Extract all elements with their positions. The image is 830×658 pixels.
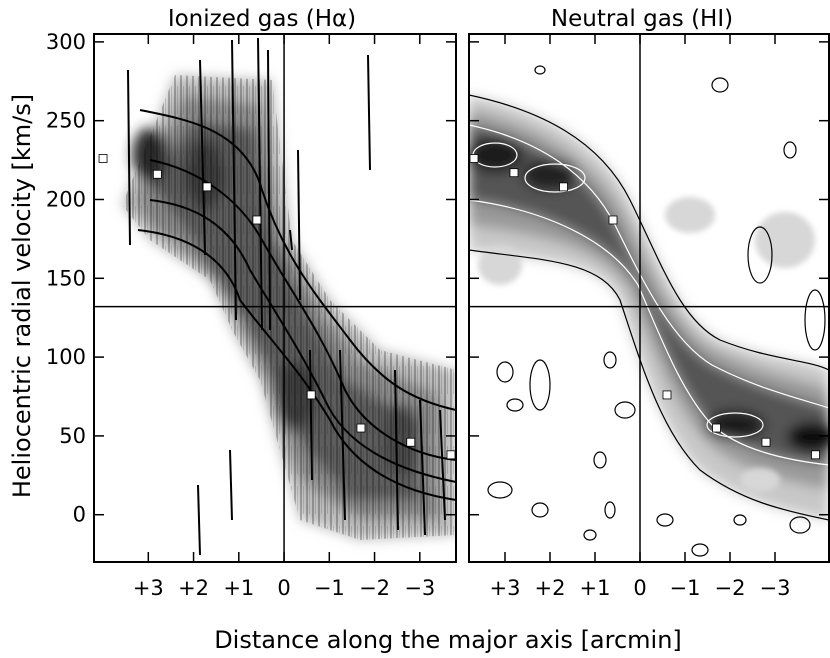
halpha-panel: +3 +2 +1 0 −1 −2 −3 0 50 100 150 200 250 300 (46, 30, 457, 600)
right-panel-title: Neutral gas (HI) (551, 6, 733, 32)
rotation-curve-marker (608, 215, 618, 225)
rotation-curve-marker (761, 437, 771, 447)
y-tick-label: 250 (46, 109, 86, 133)
hi-panel: +3 +2 +1 0 −1 −2 −3 (468, 33, 830, 600)
x-tick-label: −1 (314, 576, 345, 600)
rotation-curve-marker (356, 423, 366, 433)
rotation-curve-marker (469, 154, 479, 163)
x-tick-label: +3 (490, 576, 521, 600)
x-tick-label: −2 (359, 576, 390, 600)
rotation-curve-marker (202, 182, 212, 192)
x-tick-label: 0 (277, 576, 290, 600)
x-tick-label: +2 (178, 576, 209, 600)
x-tick-label: −3 (760, 576, 791, 600)
x-tick-label: +1 (223, 576, 254, 600)
y-tick-label: 0 (73, 503, 86, 527)
rotation-curve-marker (662, 390, 672, 400)
rotation-curve-marker (252, 215, 262, 225)
rotation-curve-marker (446, 450, 456, 460)
x-tick-label: −3 (404, 576, 435, 600)
hi-axis-ticks: +3 +2 +1 0 −1 −2 −3 (469, 34, 829, 600)
rotation-curve-marker (152, 169, 162, 179)
rotation-curve-marker (306, 390, 316, 400)
halpha-axis-ticks: +3 +2 +1 0 −1 −2 −3 0 50 100 150 200 250 300 (46, 30, 456, 600)
x-tick-label: 0 (633, 576, 646, 600)
rotation-curve-marker (98, 154, 108, 163)
x-tick-label: +2 (535, 576, 566, 600)
rotation-curve-marker (811, 450, 820, 460)
y-tick-label: 200 (46, 187, 86, 211)
hi-frame (468, 33, 830, 563)
rotation-curve-marker (509, 168, 519, 178)
y-tick-label: 300 (46, 30, 86, 54)
x-axis-label: Distance along the major axis [arcmin] (214, 626, 682, 654)
rotation-curve-marker (406, 437, 416, 447)
y-tick-label: 150 (46, 266, 86, 290)
y-tick-label: 50 (59, 424, 86, 448)
x-tick-label: +1 (580, 576, 611, 600)
y-tick-label: 100 (46, 345, 86, 369)
left-panel-title: Ionized gas (Hα) (168, 6, 356, 32)
x-tick-label: −1 (670, 576, 701, 600)
x-tick-label: +3 (133, 576, 164, 600)
y-axis-label: Heliocentric radial velocity [km/s] (8, 94, 36, 498)
halpha-rotation-markers (98, 154, 456, 460)
rotation-curve-marker (559, 182, 568, 192)
halpha-frame (93, 33, 457, 563)
rotation-curve-marker (712, 423, 721, 433)
hi-rotation-markers (469, 154, 820, 460)
x-tick-label: −2 (715, 576, 746, 600)
